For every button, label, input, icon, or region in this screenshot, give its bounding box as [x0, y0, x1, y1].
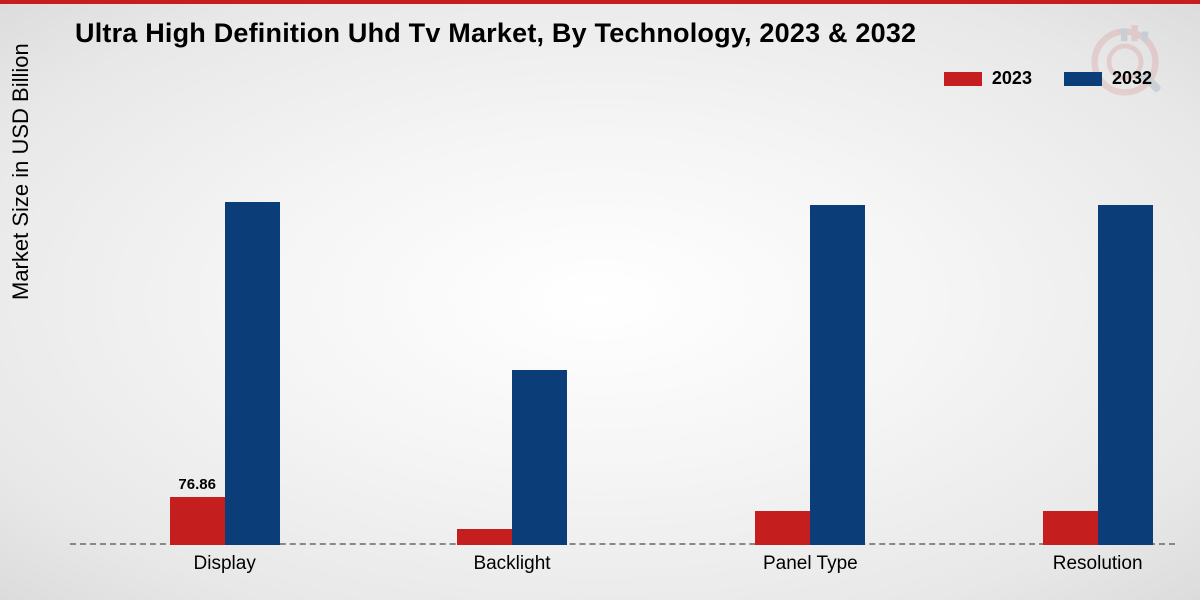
- bar-group: [457, 370, 567, 545]
- y-axis-label: Market Size in USD Billion: [8, 43, 34, 300]
- watermark-icon: [1085, 22, 1165, 102]
- bar: [512, 370, 567, 545]
- bar: [457, 529, 512, 545]
- bar-value-label: 76.86: [178, 476, 216, 493]
- plot-area: 76.86DisplayBacklightPanel TypeResolutio…: [70, 108, 1175, 545]
- legend-swatch-2032: [1064, 72, 1102, 86]
- x-category-label: Resolution: [1053, 553, 1143, 575]
- bar: [225, 202, 280, 545]
- bar-group: [755, 205, 865, 545]
- x-category-label: Backlight: [473, 553, 550, 575]
- bar: [1043, 511, 1098, 545]
- x-category-label: Display: [194, 553, 256, 575]
- chart-container: Ultra High Definition Uhd Tv Market, By …: [0, 0, 1200, 600]
- bar: [810, 205, 865, 545]
- bar: [755, 511, 810, 545]
- top-border: [0, 0, 1200, 4]
- legend-swatch-2023: [944, 72, 982, 86]
- chart-title: Ultra High Definition Uhd Tv Market, By …: [75, 18, 916, 49]
- bar: [1098, 205, 1153, 545]
- bar-group: [1043, 205, 1153, 545]
- legend-label: 2032: [1112, 68, 1152, 89]
- legend-label: 2023: [992, 68, 1032, 89]
- bar: 76.86: [170, 497, 225, 545]
- legend: 2023 2032: [944, 68, 1152, 89]
- legend-item-2032: 2032: [1064, 68, 1152, 89]
- x-category-label: Panel Type: [763, 553, 858, 575]
- legend-item-2023: 2023: [944, 68, 1032, 89]
- bar-group: 76.86: [170, 202, 280, 545]
